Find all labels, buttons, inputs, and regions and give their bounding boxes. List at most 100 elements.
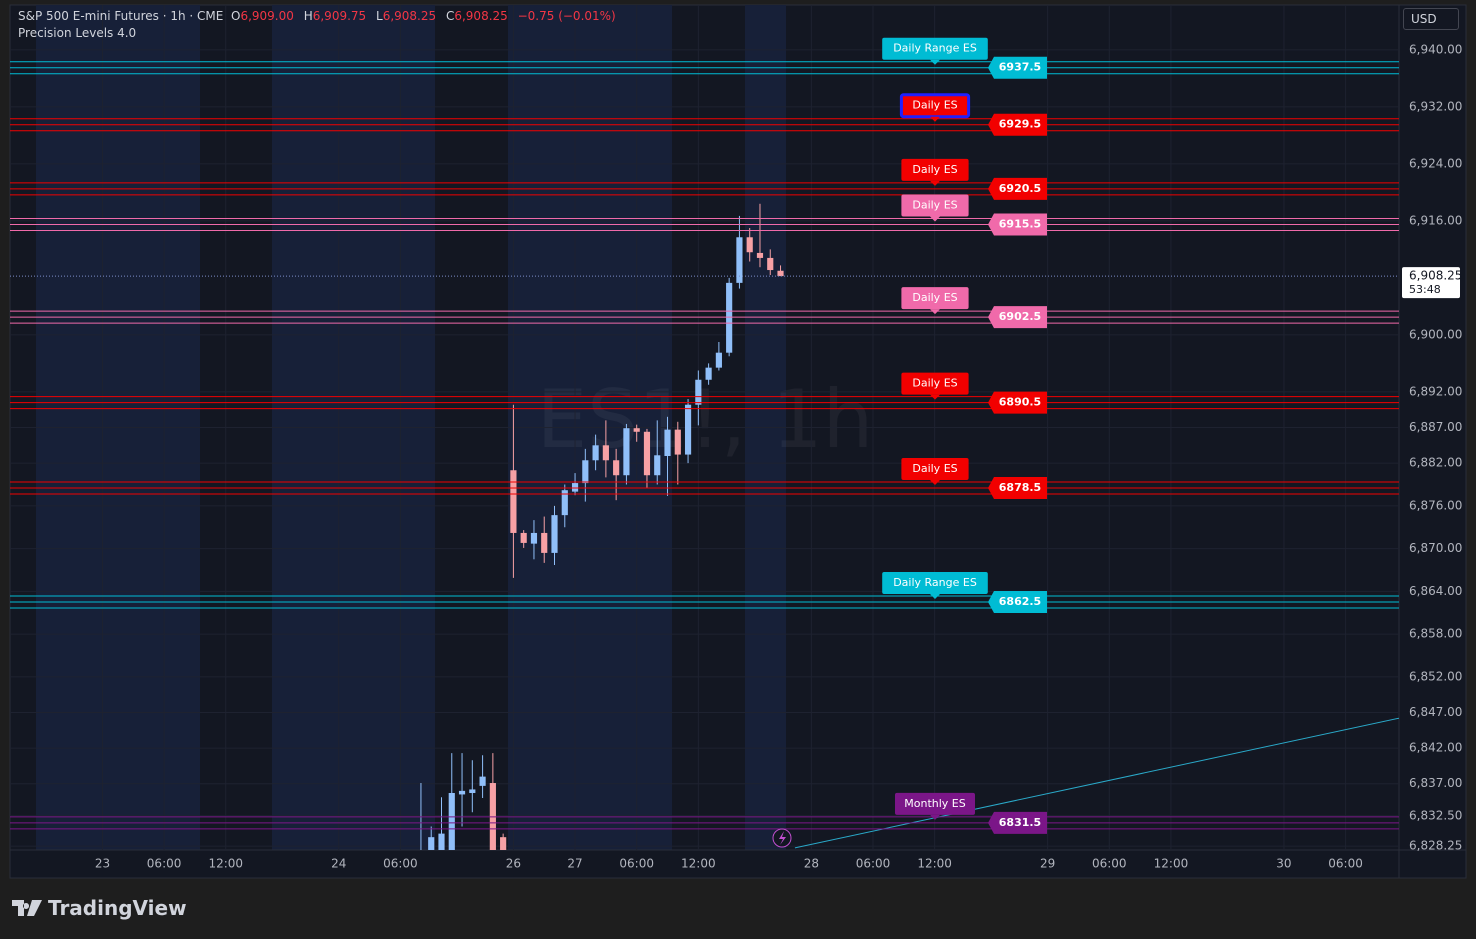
y-tick-label: 6,864.00 [1409, 584, 1462, 598]
indicator-name: Precision Levels 4.0 [18, 26, 137, 40]
x-tick-label: 06:00 [856, 857, 891, 871]
candle-body [458, 790, 466, 795]
logo [12, 900, 42, 916]
level-name-pointer [930, 594, 940, 600]
candle-body [582, 460, 589, 484]
candle-body [684, 404, 692, 455]
level-name-box [882, 572, 988, 595]
candle-body [746, 237, 753, 253]
y-tick-label: 6,924.00 [1409, 156, 1462, 170]
close: 6,908.25 [454, 9, 508, 23]
level-price-box [988, 177, 1047, 200]
y-tick-label: 6,828.25 [1409, 839, 1462, 853]
watermark: ES1!, 1h [537, 373, 874, 466]
x-tick-label: 06:00 [147, 857, 182, 871]
x-tick-label: 27 [567, 857, 582, 871]
trend-line [794, 717, 1399, 849]
level-name-pointer [930, 309, 940, 315]
candle-body [571, 483, 579, 492]
level-price-box [988, 306, 1047, 329]
high-key: H [303, 9, 313, 23]
legend-header: S&P 500 E-mini Futures · 1h · CME O6,909… [18, 9, 622, 23]
level-price: 6937.5 [999, 61, 1041, 74]
candle-body [510, 470, 517, 533]
level-name: Daily Range ES [893, 42, 977, 55]
level-name: Daily ES [912, 198, 957, 211]
candle-body [479, 776, 486, 786]
candle-body [602, 445, 609, 461]
level-name: Daily ES [912, 377, 957, 390]
x-tick-label: 23 [95, 857, 110, 871]
level-name: Daily ES [912, 99, 957, 112]
countdown: 53:48 [1409, 283, 1441, 296]
x-tick-label: 12:00 [917, 857, 952, 871]
level-name-pointer [930, 59, 940, 65]
candle-body [613, 460, 620, 476]
level-price: 6929.5 [999, 118, 1041, 131]
candle-body [777, 270, 784, 277]
y-tick-label: 6,847.00 [1409, 705, 1462, 719]
y-tick-label: 6,892.00 [1409, 384, 1462, 398]
footer-brand[interactable]: TradingView [12, 896, 187, 920]
level-name-pointer [930, 814, 940, 820]
level-name-box [882, 37, 988, 60]
level-name-pointer [930, 216, 940, 222]
candle-body [767, 257, 774, 271]
candle-body [500, 837, 507, 850]
axes: 6,940.00 6,932.00 6,924.00 6,916.00 6,900.00… [95, 42, 1463, 870]
x-tick-label: 12:00 [1154, 857, 1189, 871]
y-tick-label: 6,882.00 [1409, 456, 1462, 470]
last-price-label: 6,908.25 [1409, 269, 1462, 283]
y-tick-label: 6,832.50 [1409, 808, 1462, 822]
candle-body [469, 789, 476, 794]
x-tick-label: 06:00 [1328, 857, 1363, 871]
level-name: Daily ES [912, 462, 957, 475]
open-key: O [230, 9, 241, 23]
x-tick-label: 30 [1276, 857, 1291, 871]
y-tick-label: 6,916.00 [1409, 213, 1462, 227]
candle-body [633, 428, 640, 432]
level-name-box [901, 194, 969, 217]
x-tick-label: 12:00 [208, 857, 243, 871]
open: 6,909.00 [240, 9, 294, 23]
candle-body [623, 428, 630, 476]
y-tick-label: 6,940.00 [1409, 42, 1462, 56]
x-tick-label: 28 [804, 857, 819, 871]
candle-body [756, 252, 764, 258]
currency-button[interactable]: USD [1403, 8, 1459, 30]
alert-icon [772, 828, 792, 848]
level-price-box [988, 113, 1047, 136]
x-tick-label: 12:00 [681, 857, 716, 871]
x-tick-label: 06:00 [619, 857, 654, 871]
level-name: Daily ES [912, 291, 957, 304]
y-tick-label: 6,858.00 [1409, 627, 1462, 641]
level-price-box [988, 591, 1047, 614]
y-tick-label: 6,876.00 [1409, 498, 1462, 512]
symbol: S&P 500 E-mini Futures · 1h · CME [18, 9, 224, 23]
candle-body [541, 532, 548, 553]
candle-body [726, 282, 733, 353]
candle-body [520, 532, 527, 543]
x-tick-label: 06:00 [1092, 857, 1127, 871]
candle-body [561, 490, 568, 516]
grid [10, 5, 1399, 850]
high: 6,909.75 [312, 9, 367, 23]
candle-body [654, 455, 661, 476]
level-price: 6862.5 [999, 595, 1041, 608]
level-price: 6920.5 [999, 182, 1041, 195]
candle-body [530, 532, 538, 544]
candle-body [448, 793, 455, 850]
level-name-pointer [930, 116, 940, 122]
level-name-pointer [930, 480, 940, 486]
low: 6,908.25 [382, 9, 437, 23]
level-name-pointer [930, 394, 940, 400]
candle-body [674, 429, 681, 455]
level-name: Monthly ES [904, 797, 965, 810]
change: −0.75 (−0.01%) [517, 9, 616, 23]
level-price: 6915.5 [999, 217, 1041, 230]
candle-body [715, 352, 722, 368]
chart-panel [9, 4, 1467, 879]
level-name-box [901, 287, 969, 310]
